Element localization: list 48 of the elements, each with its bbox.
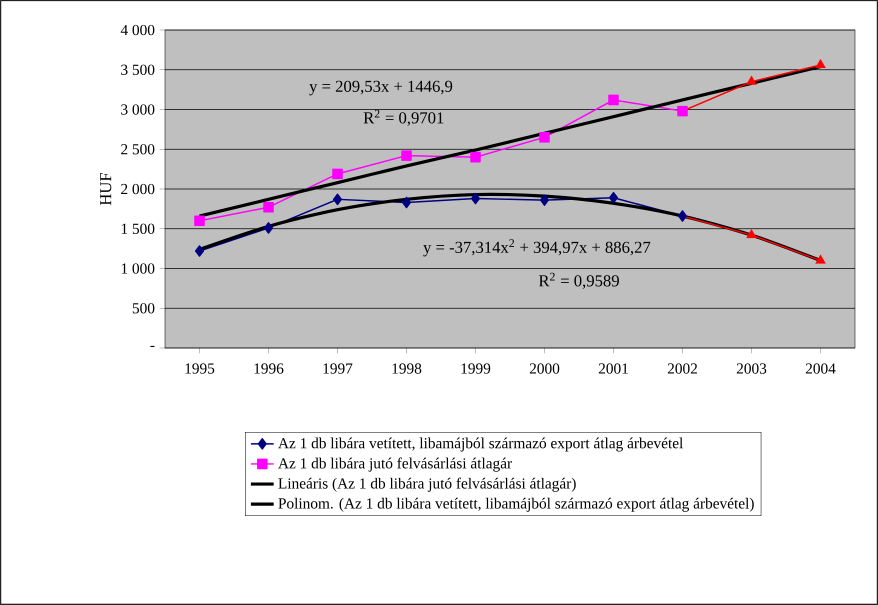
annotation: R$^{2}$ = 0,9589 [538, 272, 619, 289]
x-tick-label: 2000 [530, 363, 560, 374]
point [677, 106, 688, 116]
point [540, 194, 550, 206]
point [194, 245, 204, 257]
y-tick-label: 500 [132, 303, 154, 314]
point [470, 192, 480, 204]
point [401, 150, 412, 161]
y-tick-label: 3 000 [121, 104, 154, 115]
point [608, 94, 619, 106]
x-tick-label: 1997 [324, 363, 352, 374]
legend-label: Az 1 db libára vetített, libamájból származó export átlag árbevétel [278, 438, 684, 452]
x-tick-label: 1999 [462, 363, 490, 374]
x-tick-label: 2001 [598, 363, 628, 374]
point [402, 196, 412, 208]
y-tick-label: 2 000 [121, 184, 154, 194]
y-tick-label: 1 000 [122, 263, 154, 274]
point [263, 202, 274, 213]
point [470, 152, 481, 162]
y-tick-label: 4 000 [120, 24, 154, 36]
y-tick-label: 2 500 [121, 144, 154, 154]
point [815, 254, 826, 264]
legend-label: Az 1 db libára jutó felvásárlási átlagár [278, 458, 512, 472]
y-axis-title: HUF [100, 172, 112, 206]
annotation: R$^{2}$ = 0,9701 [364, 110, 444, 126]
x-tick-label: 2002 [668, 363, 697, 374]
y-tick-label: - [150, 346, 154, 348]
point [194, 216, 205, 226]
point [539, 132, 550, 143]
x-tick-label: 1996 [254, 363, 284, 374]
annotation: y = -37,314x$^{2}$ + 394,97x + 886,27 [423, 239, 650, 256]
point [815, 59, 826, 68]
point [332, 194, 342, 206]
point [608, 192, 618, 204]
point [264, 222, 274, 234]
legend-label: Lineáris (Az 1 db libára jutó felvásárlási átlagár) [278, 478, 576, 492]
x-tick-label: 2004 [806, 363, 836, 374]
point [678, 210, 688, 222]
point [746, 76, 757, 85]
x-tick-label: 1995 [186, 363, 214, 374]
point [332, 168, 343, 180]
y-tick-label: 1 500 [122, 224, 154, 234]
point [746, 229, 757, 238]
x-tick-label: 1998 [392, 363, 422, 374]
x-tick-label: 2003 [736, 363, 766, 374]
annotation: y = 209,53x + 1446,9 [309, 80, 452, 96]
legend-label: Polinom. (Az 1 db libára vetített, libamájból származó export átlag árbevétel) [278, 498, 754, 512]
y-tick-label: 3 500 [121, 64, 154, 75]
